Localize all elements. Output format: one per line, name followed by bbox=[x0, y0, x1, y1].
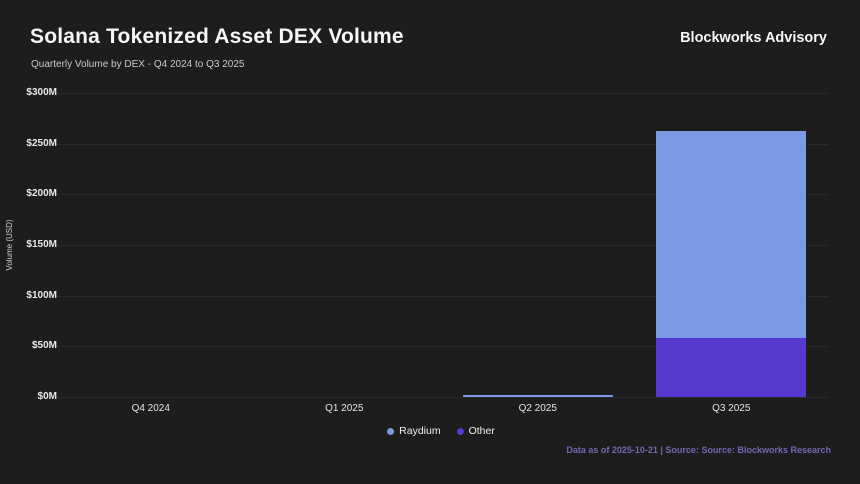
gridline-150m bbox=[54, 245, 828, 246]
legend-dot-raydium bbox=[387, 427, 395, 435]
y-tick-label: $300M bbox=[26, 87, 57, 98]
legend-item-other[interactable]: Other bbox=[456, 425, 495, 437]
legend-label: Other bbox=[468, 425, 495, 437]
source-note: Data as of 2025-10-21 | Source: Source: … bbox=[566, 445, 831, 455]
gridline-200m bbox=[54, 194, 828, 196]
y-tick-label: $200M bbox=[26, 188, 57, 200]
bar-segment-raydium-q2-2025 bbox=[462, 394, 613, 397]
bar-segment-other-q3-2025 bbox=[656, 338, 807, 397]
x-tick-label: Q4 2024 bbox=[131, 403, 170, 414]
y-tick-label: $100M bbox=[26, 289, 57, 301]
legend-dot-other bbox=[456, 427, 464, 435]
bar-segment-raydium-q3-2025 bbox=[656, 130, 807, 339]
x-tick-label: Q3 2025 bbox=[712, 403, 751, 414]
gridline-250m bbox=[54, 143, 828, 145]
gridline-300m bbox=[54, 93, 828, 94]
gridline-100m bbox=[54, 295, 828, 297]
brand-wordmark: Blockworks Advisory bbox=[680, 30, 827, 46]
y-tick-label: $50M bbox=[31, 340, 57, 352]
y-tick-label: $0M bbox=[37, 391, 57, 402]
y-tick-label: $250M bbox=[26, 137, 57, 149]
gridline-50m bbox=[54, 346, 828, 348]
y-tick-label: $150M bbox=[26, 239, 57, 250]
legend-item-raydium[interactable]: Raydium bbox=[387, 425, 441, 437]
page-title: Solana Tokenized Asset DEX Volume bbox=[30, 25, 404, 48]
x-tick-label: Q1 2025 bbox=[325, 403, 364, 414]
legend-label: Raydium bbox=[399, 425, 441, 437]
gridline-0m bbox=[54, 397, 828, 398]
plot-area bbox=[54, 93, 828, 398]
x-tick-label: Q2 2025 bbox=[518, 403, 557, 414]
legend: Raydium Other bbox=[54, 425, 828, 437]
page-subtitle: Quarterly Volume by DEX - Q4 2024 to Q3 … bbox=[31, 59, 245, 70]
